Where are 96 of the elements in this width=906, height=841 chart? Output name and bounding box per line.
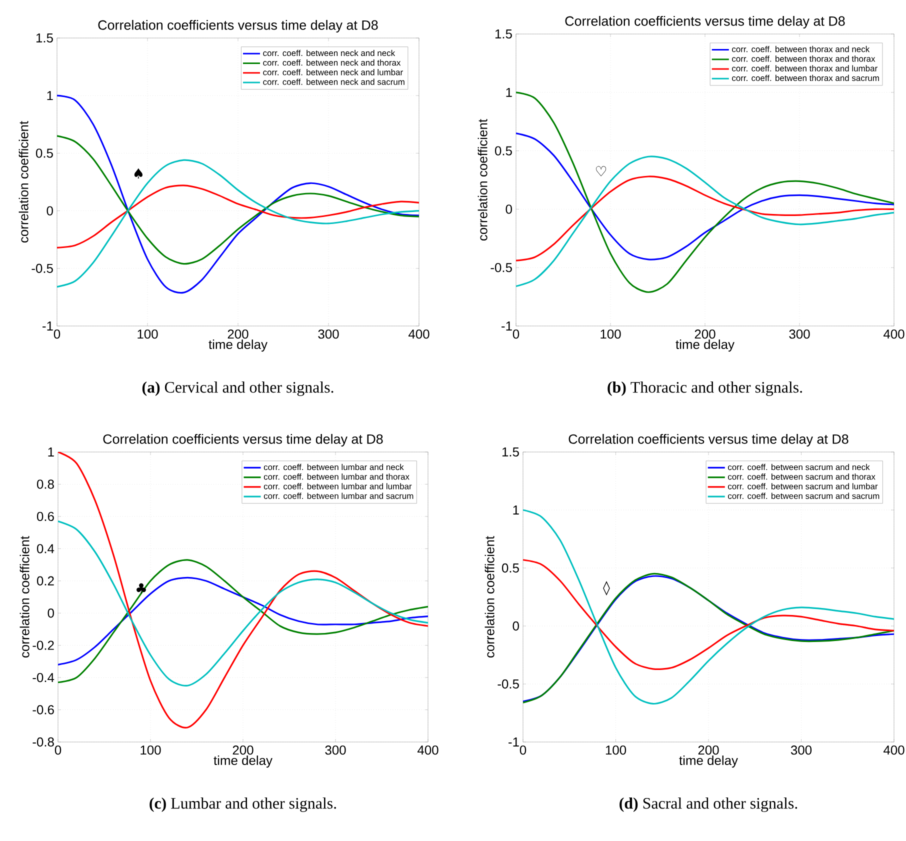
y-tick-label: -1 xyxy=(502,322,512,330)
line-series xyxy=(58,520,428,686)
line-series xyxy=(516,176,894,262)
x-tick-label: 400 xyxy=(884,330,904,339)
chart-title: Correlation coefficients versus time delay at D8 xyxy=(98,20,378,32)
y-axis-title: correlation coefficient xyxy=(20,536,30,658)
x-tick-label: 200 xyxy=(698,746,719,755)
text: (a) Cervical and other signals. xyxy=(142,382,334,396)
y-tick-label: 1 xyxy=(48,448,54,456)
x-axis-title: time delay xyxy=(208,340,268,352)
y-tick-label: 0 xyxy=(506,204,512,214)
y-tick-label: 1.5 xyxy=(36,33,53,43)
legend-label: corr. coeff. between neck and thorax xyxy=(263,59,401,66)
legend-label: corr. coeff. between sacrum and neck xyxy=(728,464,870,470)
x-tick-label: 300 xyxy=(318,330,339,339)
legend-label: corr. coeff. between neck and neck xyxy=(263,50,396,56)
y-tick-label: -0.5 xyxy=(490,263,512,272)
line-series xyxy=(58,452,428,728)
y-axis-title: correlation coefficient xyxy=(484,536,494,658)
chart-title: Correlation coefficients versus time delay at D8 xyxy=(103,434,383,447)
x-tick-label: 300 xyxy=(790,746,812,755)
legend-label: corr. coeff. between lumbar and lumbar xyxy=(264,483,412,490)
x-tick-label: 200 xyxy=(228,330,248,339)
x-axis-title: time delay xyxy=(676,340,734,352)
line-series xyxy=(58,576,428,666)
y-tick-label: -0.4 xyxy=(32,672,54,682)
line-series xyxy=(516,156,894,288)
x-axis-title: time delay xyxy=(679,756,738,768)
line-series xyxy=(57,184,419,248)
text: (c) Lumbar and other signals. xyxy=(150,798,336,812)
y-tick-label: -1 xyxy=(508,738,519,746)
x-tick-label: 100 xyxy=(140,746,161,755)
legend-label: corr. coeff. between thorax and thorax xyxy=(732,56,876,62)
y-tick-label: 0.6 xyxy=(36,512,54,522)
x-tick-label: 0 xyxy=(54,330,60,339)
legend-label: corr. coeff. between sacrum and thorax xyxy=(728,474,876,480)
legend-label: corr. coeff. between lumbar and neck xyxy=(264,464,404,470)
y-tick-label: 0 xyxy=(46,206,53,216)
text: (b) Thoracic and other signals. xyxy=(608,382,802,396)
x-tick-label: 100 xyxy=(600,330,621,339)
line-series xyxy=(57,135,419,265)
x-tick-label: 100 xyxy=(138,330,158,339)
line-series xyxy=(57,94,419,294)
y-tick-label: 0 xyxy=(48,608,54,618)
x-tick-label: 400 xyxy=(408,330,430,339)
y-tick-label: 0.5 xyxy=(494,146,512,156)
y-tick-label: 1 xyxy=(47,91,53,100)
y-tick-label: 1 xyxy=(513,506,519,514)
line-series xyxy=(516,92,894,293)
y-tick-label: -0.5 xyxy=(32,264,53,273)
x-tick-label: 300 xyxy=(325,746,346,755)
y-tick-label: -1 xyxy=(42,322,53,330)
x-tick-label: 0 xyxy=(54,746,62,755)
y-axis-title: correlation coefficient xyxy=(18,121,28,243)
legend-label: corr. coeff. between lumbar and sacrum xyxy=(264,492,414,499)
x-tick-label: 400 xyxy=(417,746,438,755)
legend-label: corr. coeff. between thorax and sacrum xyxy=(732,74,879,82)
y-axis-title: correlation coefficient xyxy=(478,119,488,241)
x-tick-label: 300 xyxy=(789,330,810,339)
y-tick-label: 0.4 xyxy=(36,544,54,554)
y-tick-label: 1.5 xyxy=(502,447,519,457)
annotation: ◊ xyxy=(603,581,610,596)
y-tick-label: 0.2 xyxy=(36,576,54,586)
y-tick-label: -0.5 xyxy=(498,679,519,689)
y-tick-label: -0.2 xyxy=(32,640,54,650)
legend-label: corr. coeff. between sacrum and lumbar xyxy=(728,483,878,490)
line-series xyxy=(57,159,419,288)
line-series xyxy=(516,132,894,260)
x-axis-title: time delay xyxy=(214,756,272,768)
x-tick-label: 100 xyxy=(606,746,626,755)
chart-title: Correlation coefficients versus time delay at D8 xyxy=(565,16,845,28)
legend-label: corr. coeff. between neck and lumbar xyxy=(263,69,403,76)
y-tick-label: 1 xyxy=(506,88,512,97)
y-tick-label: 1.5 xyxy=(495,29,512,39)
line-series xyxy=(523,559,894,670)
annotation: ♠ xyxy=(134,168,142,178)
y-tick-label: -0.8 xyxy=(32,737,54,747)
legend-label: corr. coeff. between lumbar and thorax xyxy=(264,474,410,480)
x-tick-label: 200 xyxy=(694,330,716,339)
x-tick-label: 200 xyxy=(232,746,254,755)
legend-label: corr. coeff. between neck and sacrum xyxy=(263,78,404,85)
text: (d) Sacral and other signals. xyxy=(620,798,798,812)
y-tick-label: -0.6 xyxy=(32,705,54,714)
y-tick-label: 0.5 xyxy=(502,563,519,573)
y-tick-label: 0.5 xyxy=(36,148,53,158)
y-tick-label: 0.8 xyxy=(36,480,54,489)
legend-label: corr. coeff. between thorax and neck xyxy=(732,46,870,52)
line-series xyxy=(58,559,428,684)
line-series xyxy=(523,509,894,705)
x-tick-label: 0 xyxy=(520,746,526,755)
chart-title: Correlation coefficients versus time delay at D8 xyxy=(568,434,848,447)
legend-label: corr. coeff. between thorax and lumbar xyxy=(732,65,878,72)
legend-label: corr. coeff. between sacrum and sacrum xyxy=(728,492,880,499)
y-tick-label: 0 xyxy=(512,621,519,631)
annotation: ♡ xyxy=(596,166,606,176)
x-tick-label: 400 xyxy=(884,746,904,755)
